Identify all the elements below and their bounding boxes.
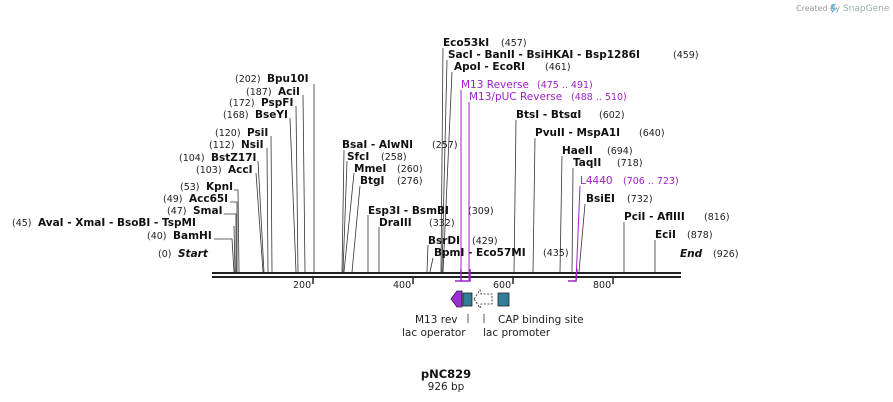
site-position: (187) bbox=[246, 87, 272, 98]
ruler-tick-label: 600 bbox=[493, 280, 511, 291]
site-position: (258) bbox=[381, 152, 407, 163]
site-label: Acc65I bbox=[189, 193, 228, 205]
site-label: HaeII bbox=[562, 145, 593, 157]
ruler-tick-label: 400 bbox=[393, 280, 411, 291]
site-label: PspFI bbox=[261, 97, 293, 109]
site-position: (878) bbox=[687, 230, 713, 241]
site-position: (168) bbox=[223, 110, 249, 121]
start-label: Start bbox=[178, 248, 209, 260]
primer-label: M13/pUC Reverse bbox=[469, 91, 562, 103]
feature-label-cap-binding-site: CAP binding site bbox=[498, 314, 584, 326]
end-label: End bbox=[680, 248, 703, 260]
site-position: (49) bbox=[163, 194, 183, 205]
feature-label-m13-rev: M13 rev bbox=[415, 314, 458, 326]
site-label: MmeI bbox=[354, 163, 386, 175]
site-label: Bpu10I bbox=[267, 73, 309, 85]
snapgene-logo-icon bbox=[830, 4, 837, 14]
backbone bbox=[212, 272, 681, 278]
site-position: (104) bbox=[179, 153, 205, 164]
site-position: (112) bbox=[209, 140, 235, 151]
features: M13 rev lac operator lac promoter CAP bi… bbox=[402, 289, 584, 339]
site-position: (47) bbox=[167, 206, 187, 217]
site-label: AvaI - XmaI - BsoBI - TspMI bbox=[38, 217, 196, 229]
primer-binding-mark bbox=[568, 268, 578, 282]
primer-range: (475 .. 491) bbox=[537, 80, 593, 91]
site-label: SacI - BanII - BsiHKAI - Bsp1286I bbox=[448, 49, 640, 61]
snapgene-brand: SnapGene bbox=[843, 4, 890, 14]
site-label: AciI bbox=[278, 86, 300, 98]
site-leader-lines bbox=[214, 47, 656, 273]
site-label: KpnI bbox=[206, 181, 233, 193]
site-position: (332) bbox=[429, 218, 455, 229]
site-label: SfcI bbox=[347, 151, 369, 163]
site-label: Esp3I - BsmBI bbox=[368, 205, 449, 217]
site-label: BtgI bbox=[360, 175, 384, 187]
site-label: ApoI - EcoRI bbox=[454, 61, 525, 73]
restriction-sites: (40) BamHI (45) AvaI - XmaI - BsoBI - Ts… bbox=[12, 37, 730, 259]
ruler: 200 400 600 800 bbox=[293, 278, 614, 291]
site-label: BamHI bbox=[173, 230, 212, 242]
primer-range: (488 .. 510) bbox=[571, 92, 627, 103]
site-position: (429) bbox=[472, 236, 498, 247]
site-position: (45) bbox=[12, 218, 32, 229]
cap-binding-site-box bbox=[497, 292, 510, 307]
site-label: AccI bbox=[228, 164, 252, 176]
site-position: (640) bbox=[639, 128, 665, 139]
plasmid-name: pNC829 bbox=[421, 367, 471, 381]
primer-label: M13 Reverse bbox=[461, 79, 529, 91]
primer-binding-mark bbox=[455, 269, 471, 282]
start-position: (0) bbox=[158, 249, 171, 260]
site-position: (602) bbox=[599, 110, 625, 121]
feature-label-lac-promoter: lac promoter bbox=[483, 327, 551, 339]
site-label: SmaI bbox=[193, 205, 223, 217]
site-position: (172) bbox=[229, 98, 255, 109]
site-position: (260) bbox=[397, 164, 423, 175]
site-position: (309) bbox=[468, 206, 494, 217]
created-by-credit: Created by bbox=[796, 4, 840, 13]
site-label: BsiEI bbox=[586, 193, 615, 205]
site-position: (202) bbox=[235, 74, 261, 85]
site-position: (732) bbox=[627, 194, 653, 205]
site-label: BstZ17I bbox=[211, 152, 256, 164]
lac-promoter-arrow-icon bbox=[473, 289, 493, 309]
site-position: (694) bbox=[607, 146, 633, 157]
site-position: (120) bbox=[215, 128, 241, 139]
primer-label: L4440 bbox=[580, 175, 613, 187]
site-position: (40) bbox=[147, 231, 167, 242]
site-position: (816) bbox=[704, 212, 730, 223]
site-label: NsiI bbox=[241, 139, 264, 151]
site-position: (457) bbox=[501, 38, 527, 49]
site-label: BtsI - BtsαI bbox=[516, 109, 581, 121]
site-position: (461) bbox=[545, 62, 571, 73]
site-label: DraIII bbox=[379, 217, 412, 229]
site-position: (276) bbox=[397, 176, 423, 187]
site-position: (435) bbox=[543, 248, 569, 259]
site-label: Eco53kI bbox=[443, 37, 489, 49]
primer-leader bbox=[575, 185, 581, 282]
end-position: (926) bbox=[713, 249, 739, 260]
site-position: (103) bbox=[196, 165, 222, 176]
m13-rev-arrow-icon bbox=[450, 290, 463, 308]
primer-range: (706 .. 723) bbox=[623, 176, 679, 187]
lac-operator-box bbox=[462, 292, 473, 307]
site-label: PciI - AflIII bbox=[624, 211, 685, 223]
plasmid-size: 926 bp bbox=[428, 381, 465, 393]
site-label: TaqII bbox=[573, 157, 601, 169]
site-position: (459) bbox=[673, 50, 699, 61]
site-position: (257) bbox=[432, 140, 458, 151]
site-label: PsiI bbox=[247, 127, 268, 139]
ruler-tick-label: 200 bbox=[293, 280, 311, 291]
site-label: EciI bbox=[655, 229, 676, 241]
ruler-tick-label: 800 bbox=[593, 280, 611, 291]
feature-label-lac-operator: lac operator bbox=[402, 327, 466, 339]
site-label: BpmI - Eco57MI bbox=[434, 247, 526, 259]
site-position: (718) bbox=[617, 158, 643, 169]
site-label: BseYI bbox=[255, 109, 288, 121]
site-label: BsrDI bbox=[428, 235, 460, 247]
site-label: BsaI - AlwNI bbox=[342, 139, 413, 151]
primers: M13 Reverse (475 .. 491) M13/pUC Reverse… bbox=[455, 79, 679, 282]
site-label: PvuII - MspA1I bbox=[535, 127, 620, 139]
site-position: (53) bbox=[180, 182, 200, 193]
